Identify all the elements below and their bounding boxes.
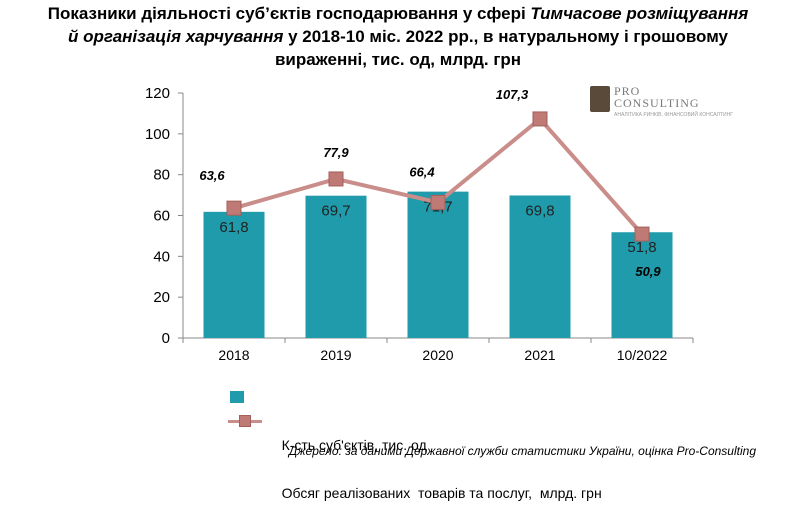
line-marker bbox=[328, 171, 344, 187]
logo-text-consulting: CONSULTING bbox=[614, 96, 700, 110]
bar-value-label: 51,8 bbox=[627, 239, 656, 256]
y-tick-label: 20 bbox=[153, 289, 170, 306]
x-tick-label: 2019 bbox=[320, 347, 351, 363]
x-tick-label: 2020 bbox=[422, 347, 453, 363]
line-value-label: 50,9 bbox=[635, 264, 661, 279]
legend-label-line: Обсяг реалізованих товарів та послуг, мл… bbox=[281, 485, 602, 501]
x-tick-label: 10/2022 bbox=[617, 347, 668, 363]
y-tick-label: 40 bbox=[153, 248, 170, 265]
title-italic-text: й організація харчування bbox=[67, 27, 284, 46]
line-marker bbox=[634, 226, 650, 242]
logo-tagline: АНАЛІТИКА РИНКІВ, ФІНАНСОВИЙ КОНСАЛТИНГ bbox=[614, 112, 733, 118]
bar bbox=[509, 195, 571, 338]
legend-marker-swatch bbox=[239, 415, 251, 427]
line-marker bbox=[532, 111, 548, 127]
y-tick-label: 0 bbox=[162, 330, 170, 347]
bar bbox=[203, 211, 265, 338]
title-line-1: Показники діяльності суб’єктів господарю… bbox=[0, 2, 796, 25]
y-tick-label: 60 bbox=[153, 208, 170, 225]
line-value-label: 77,9 bbox=[323, 145, 349, 160]
legend-bar-swatch bbox=[230, 391, 244, 403]
y-tick-label: 120 bbox=[145, 85, 170, 102]
chart-title: Показники діяльності суб’єктів господарю… bbox=[0, 2, 796, 71]
pro-consulting-logo: PRO CONSULTING АНАЛІТИКА РИНКІВ, ФІНАНСО… bbox=[590, 84, 733, 124]
bar bbox=[407, 191, 469, 338]
line-value-label: 107,3 bbox=[496, 87, 529, 102]
title-italic-text: Тимчасове розміщування bbox=[530, 4, 749, 23]
legend-item-line: Обсяг реалізованих товарів та послуг, мл… bbox=[228, 409, 602, 501]
line-value-label: 63,6 bbox=[199, 168, 225, 183]
legend-item-bars: К-сть суб'єктів, тис. од bbox=[228, 385, 602, 453]
bar-value-label: 69,8 bbox=[525, 202, 554, 219]
line-marker bbox=[430, 194, 446, 210]
title-text: у 2018-10 міс. 2022 рр., в натуральному … bbox=[283, 27, 729, 46]
bar-value-label: 61,8 bbox=[219, 219, 248, 236]
bar bbox=[305, 195, 367, 338]
bar bbox=[611, 232, 673, 338]
title-line-3: вираженні, тис. од, млрд. грн bbox=[274, 50, 522, 69]
bar-value-label: 69,7 bbox=[321, 203, 350, 220]
legend: К-сть суб'єктів, тис. од Обсяг реалізова… bbox=[228, 385, 602, 501]
logo-text-pro: PRO bbox=[614, 84, 641, 98]
line-marker bbox=[226, 200, 242, 216]
source-note: Джерело: за даними Державної служби стат… bbox=[288, 444, 756, 458]
x-tick-label: 2021 bbox=[524, 347, 555, 363]
logo-icon bbox=[590, 86, 610, 112]
chart-canvas: 0 20 40 60 80 100 120 2018 2019 2020 2021 10/2022 61… bbox=[145, 85, 694, 363]
title-line-2: й організація харчування у 2018-10 міс. … bbox=[0, 25, 796, 48]
y-tick-label: 100 bbox=[145, 126, 170, 143]
y-tick-label: 80 bbox=[153, 167, 170, 184]
legend-label-bars: К-сть суб'єктів, тис. од bbox=[281, 437, 427, 453]
title-text: Показники діяльності суб’єктів господарю… bbox=[47, 4, 531, 23]
line-value-label: 66,4 bbox=[409, 164, 435, 179]
x-tick-label: 2018 bbox=[218, 347, 249, 363]
